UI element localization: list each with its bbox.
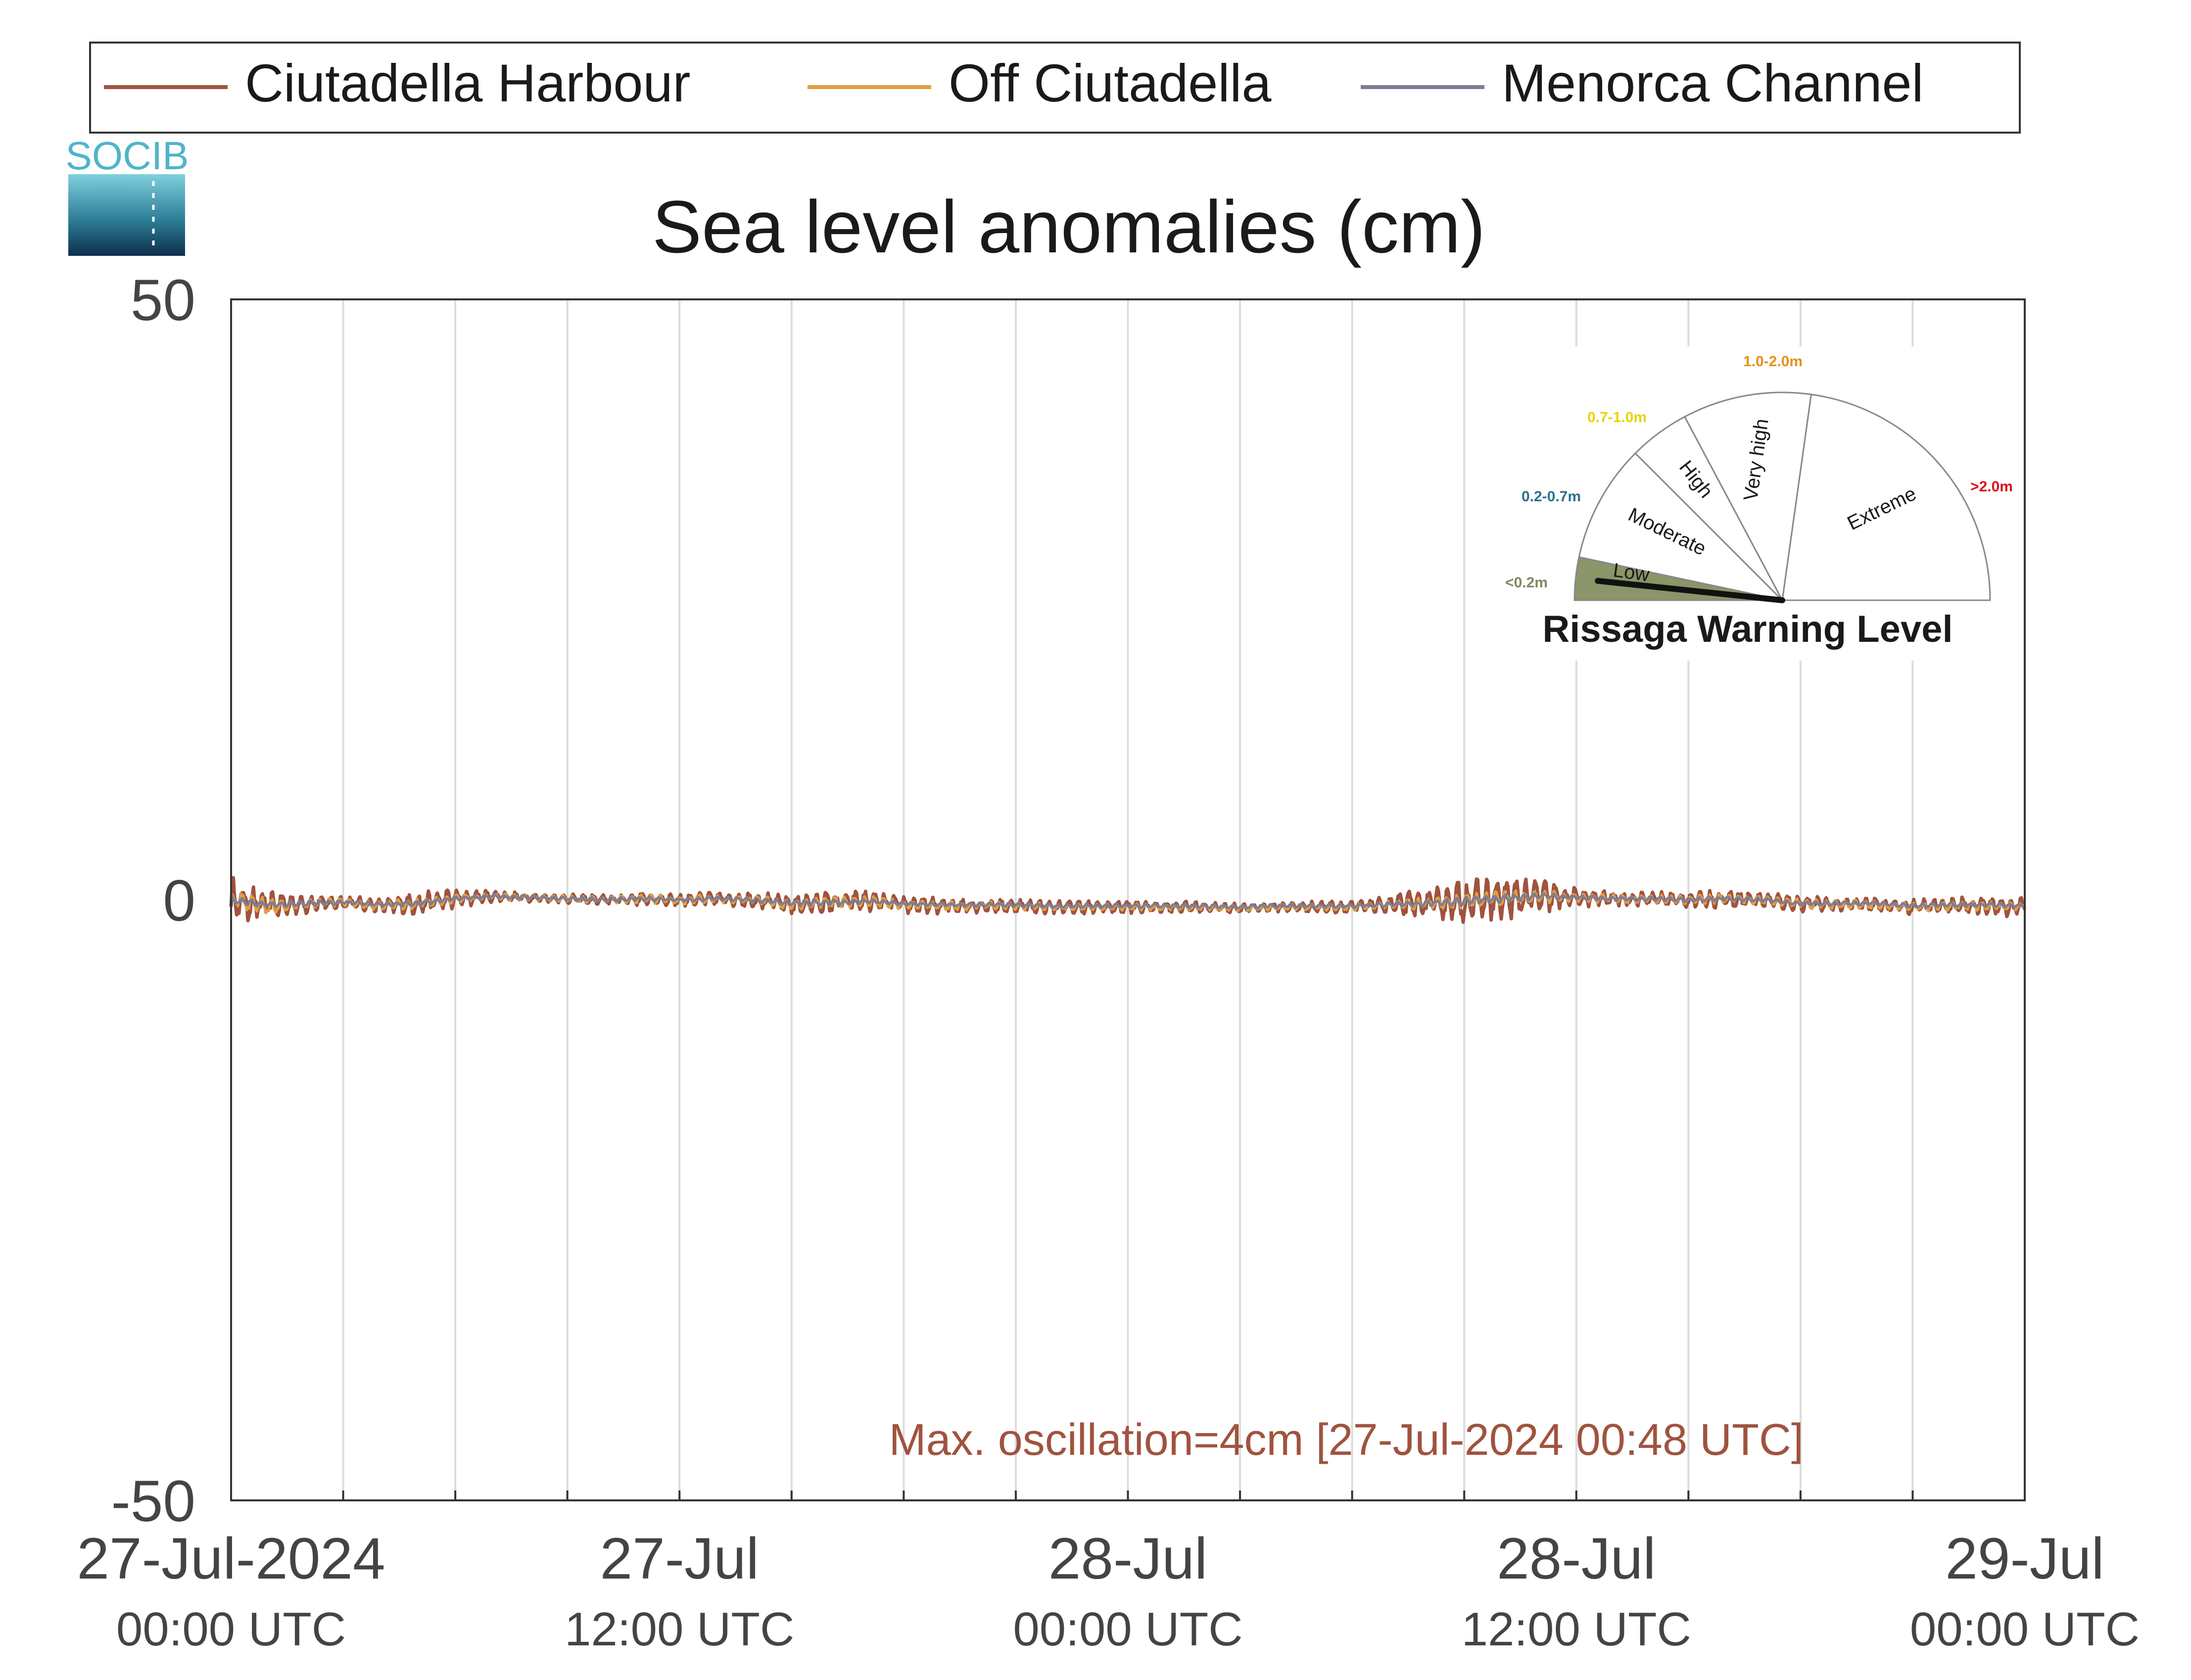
y-tick-label: 0 [163,868,195,934]
gauge-range-label-3: 1.0-2.0m [1743,353,1803,370]
y-tick-label: 50 [131,268,195,333]
x-tick-date: 29-Jul [1945,1526,2104,1591]
series-line-0 [229,876,2027,924]
y-axis: -50 0 50 [111,268,195,1534]
x-tick-time: 12:00 UTC [565,1603,794,1656]
x-tick-time: 12:00 UTC [1462,1603,1691,1656]
legend: Ciutadella Harbour Off Ciutadella Menorca … [89,42,2021,134]
gauge-sector-1 [1578,452,1785,602]
gauge-title: Rissaga Warning Level [1542,608,1953,650]
series-line-2 [230,892,2025,910]
x-tick-date: 27-Jul-2024 [77,1526,385,1591]
gauge-range-label-4: >2.0m [1970,479,2013,495]
socib-logo: SOCIB [66,134,189,256]
gauge-range-label-0: <0.2m [1505,575,1548,591]
x-tick-time: 00:00 UTC [1013,1603,1242,1656]
legend-box [89,42,2021,134]
gauge-range-label-2: 0.7-1.0m [1587,409,1647,426]
gauge-sector-3 [1683,391,1812,603]
legend-label-2: Menorca Channel [1502,53,1924,113]
x-tick-time: 00:00 UTC [1910,1603,2140,1656]
legend-label-0: Ciutadella Harbour [245,53,691,113]
socib-logo-text: SOCIB [66,134,189,178]
socib-logo-wave [68,174,185,256]
plot-frame [230,298,2026,1501]
x-tick-date: 27-Jul [600,1526,759,1591]
gauge-needle [1595,577,1785,603]
y-tick-label: -50 [111,1469,195,1534]
chart-title: Sea level anomalies (cm) [652,185,1485,268]
gauge-sector-4 [1781,393,1991,601]
gauge-range-label-1: 0.2-0.7m [1522,488,1581,505]
legend-label-1: Off Ciutadella [949,53,1272,113]
x-tick-date: 28-Jul [1497,1526,1656,1591]
max-oscillation-annotation: Max. oscillation=4cm [27-Jul-2024 00:48 … [889,1415,1804,1465]
series-lines [229,876,2027,924]
x-tick-date: 28-Jul [1048,1526,1207,1591]
x-axis: 27-Jul-2024 00:00 UTC 27-Jul 12:00 UTC 28-Ju… [77,1526,2140,1656]
x-tick-time: 00:00 UTC [116,1603,346,1656]
